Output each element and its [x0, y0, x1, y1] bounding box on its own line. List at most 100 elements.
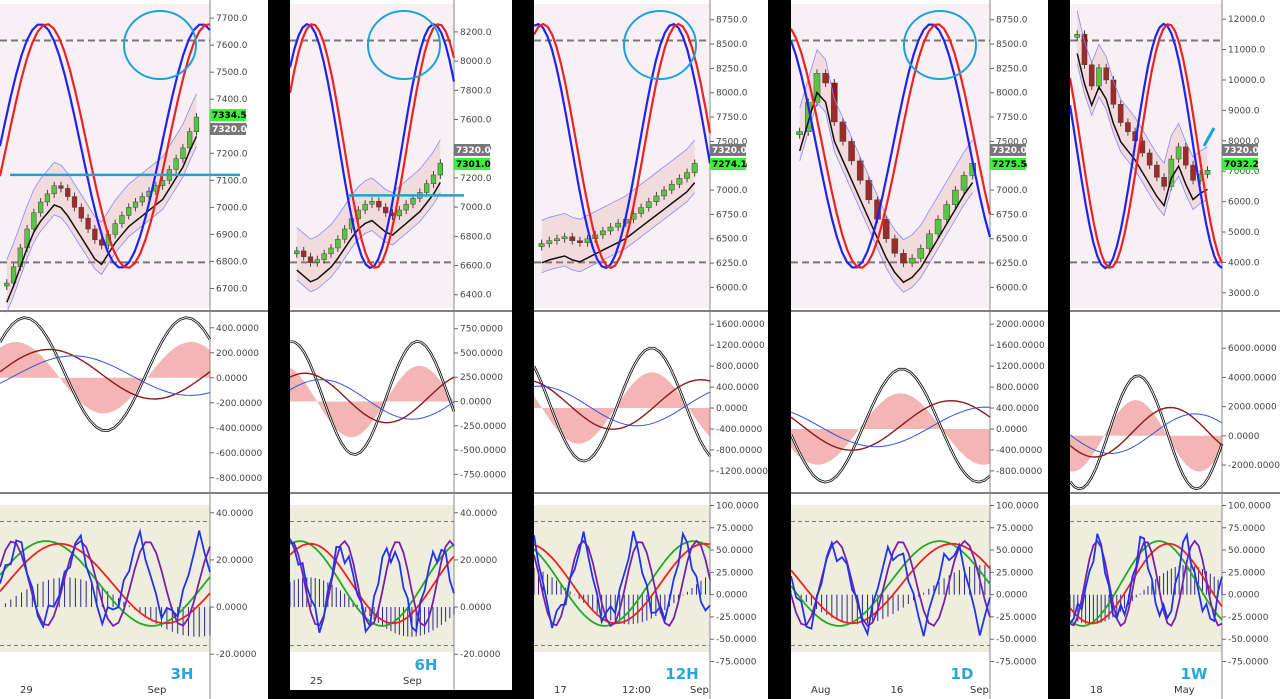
- osc1-tick-label: 400.0000: [716, 383, 759, 393]
- stoch-blue-line: [0, 23, 211, 269]
- osc1-tick-label: -200.0000: [216, 399, 262, 409]
- osc2-tick-label: -25.0000: [716, 613, 757, 623]
- osc2-tick-label: 100.0000: [996, 501, 1039, 511]
- price-tick-label: 6800.0: [460, 232, 492, 242]
- moving-average-line: [1076, 53, 1208, 208]
- osc1-blue-line: [0, 355, 211, 396]
- price-tick-label: 7500.0: [716, 137, 748, 147]
- price-tick-label: 8500.0: [716, 40, 748, 50]
- osc1-blue-line: [534, 385, 711, 427]
- candle: [830, 82, 838, 123]
- price-tag: 7032.2: [1222, 158, 1259, 170]
- osc1-tick-label: 0.0000: [996, 425, 1028, 435]
- osc2-tick-label: -75.0000: [1228, 658, 1269, 668]
- osc2-red-line: [791, 542, 991, 625]
- candle: [410, 198, 416, 205]
- osc2-tick-label: 20.0000: [216, 556, 253, 566]
- price-tag: 7301.0: [454, 158, 491, 170]
- osc2-tick-label: 0.0000: [216, 603, 248, 613]
- candle: [668, 183, 675, 191]
- price-tag-bg: [710, 158, 746, 170]
- stoch-blue-line: [534, 22, 712, 270]
- stoch-red-line: [791, 23, 992, 269]
- candle: [85, 217, 91, 230]
- candle: [917, 248, 925, 259]
- osc2-tick-label: 20.0000: [460, 556, 497, 566]
- osc1-tick-label: 800.0000: [996, 383, 1039, 393]
- price-tag-label: 7320.0: [712, 146, 747, 156]
- price-band-fill: [1077, 11, 1208, 216]
- price-tag: 7320.0: [1222, 144, 1259, 156]
- candle: [328, 247, 334, 255]
- chart-svg: 8200.08000.07800.07600.07400.07200.07000…: [290, 0, 512, 690]
- osc1-tick-label: 800.0000: [716, 362, 759, 372]
- price-tick-label: 7750.0: [716, 113, 748, 123]
- osc1-tick-label: -250.0000: [460, 422, 506, 432]
- osc2-tick-label: 25.0000: [716, 568, 753, 578]
- osc1-area: [1070, 400, 1222, 472]
- chart-panel-1d: 8750.08500.08250.08000.07750.07500.07250…: [791, 0, 1048, 699]
- moving-average-line: [6, 135, 198, 303]
- candle: [1117, 104, 1124, 123]
- x-axis-label: Sep: [403, 676, 422, 687]
- candle: [1103, 67, 1109, 81]
- price-tick-label: 9000.0: [1228, 106, 1260, 116]
- candle: [424, 183, 430, 193]
- price-tag-label: 7320.0: [456, 146, 491, 156]
- price-tick-label: 7600.0: [460, 116, 492, 126]
- price-tag: 7320.0: [210, 123, 247, 135]
- osc2-tick-label: -20.0000: [460, 650, 501, 660]
- osc1-tick-label: 1600.0000: [996, 341, 1045, 351]
- price-tag-bg: [1222, 158, 1258, 170]
- price-tick-label: 6000.0: [996, 283, 1028, 293]
- price-tag-label: 7320.0: [992, 146, 1027, 156]
- chart-svg: 7700.07600.07500.07400.07300.07200.07100…: [0, 0, 268, 699]
- osc2-blue-line: [1070, 531, 1223, 625]
- candle: [342, 228, 348, 240]
- upper-band-line: [6, 93, 197, 260]
- osc1-tick-label: 0.0000: [1228, 432, 1260, 442]
- candle: [187, 131, 193, 149]
- candle: [173, 158, 179, 170]
- osc1-red-line: [290, 372, 455, 424]
- price-tag: 7320.0: [710, 144, 747, 156]
- price-tick-label: 7000.0: [460, 203, 492, 213]
- moving-average-line: [296, 182, 441, 283]
- candle: [865, 180, 873, 201]
- price-tick-label: 7000.0: [996, 186, 1028, 196]
- price-tick-label: 7000.0: [716, 186, 748, 196]
- osc2-pane-bg: [1070, 505, 1222, 652]
- osc1-tick-label: -400.0000: [216, 424, 262, 434]
- price-tick-label: 6800.0: [216, 257, 248, 267]
- chart-svg: 8750.08500.08250.08000.07750.07500.07250…: [791, 0, 1048, 699]
- candle: [676, 178, 683, 185]
- osc1-red-line: [534, 378, 711, 430]
- osc1-tick-label: 4000.0000: [1228, 373, 1277, 383]
- lower-band-line: [6, 146, 197, 313]
- price-tick-label: 7000.0: [216, 203, 248, 213]
- osc1-tick-label: -400.0000: [716, 425, 762, 435]
- candle: [615, 222, 622, 228]
- candle: [1074, 34, 1081, 38]
- osc2-blue-line: [791, 539, 991, 637]
- osc2-red-line: [0, 542, 211, 625]
- osc2-tick-label: 50.0000: [716, 546, 753, 556]
- candle: [891, 238, 899, 254]
- price-tick-label: 5000.0: [1228, 228, 1260, 238]
- candle: [599, 230, 606, 236]
- candle: [430, 174, 437, 184]
- candle: [645, 201, 652, 208]
- price-tick-label: 7500.0: [216, 68, 248, 78]
- osc2-tick-label: 40.0000: [460, 509, 497, 519]
- osc2-tick-label: 100.0000: [716, 501, 759, 511]
- candle: [952, 189, 959, 205]
- price-tag-label: 7275.5: [992, 160, 1027, 170]
- candle: [934, 219, 942, 235]
- stoch-red-line: [290, 23, 456, 269]
- osc1-area: [0, 341, 210, 414]
- price-tag: 7320.0: [990, 144, 1027, 156]
- price-tag: 7320.0: [454, 144, 491, 156]
- highlight-circle: [367, 10, 441, 80]
- osc2-tick-label: 0.0000: [996, 591, 1028, 601]
- price-tick-label: 6000.0: [1228, 198, 1260, 208]
